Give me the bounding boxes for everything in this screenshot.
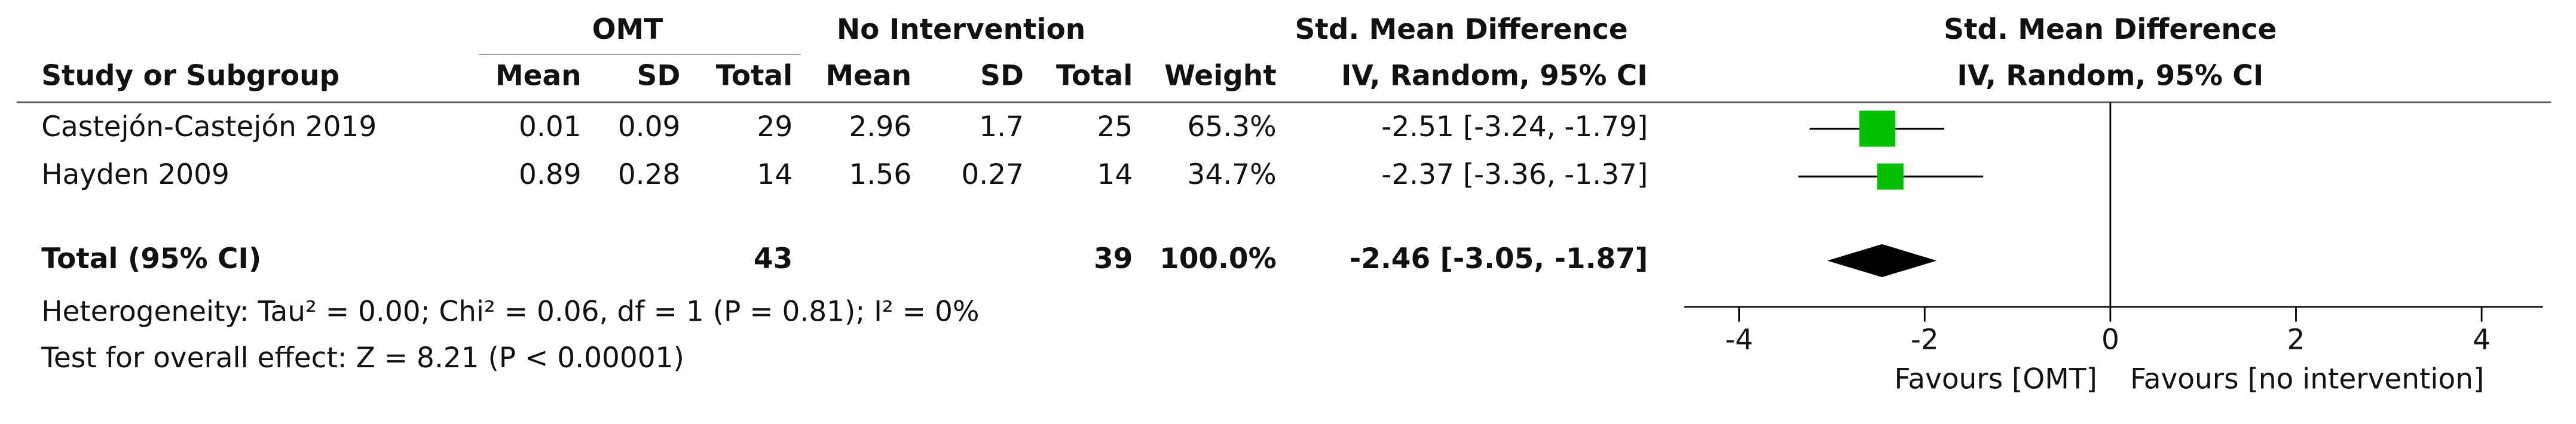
x-tick-label: 0: [2101, 323, 2119, 356]
column-header: IV, Random, 95% CI: [1341, 59, 1648, 92]
overall-effect: Test for overall effect: Z = 8.21 (P < 0…: [41, 342, 684, 374]
study-square: [1859, 110, 1896, 147]
study-name: Castejón-Castejón 2019: [41, 110, 377, 143]
total-ci-label: -2.46 [-3.05, -1.87]: [1350, 242, 1648, 275]
study-square: [1877, 163, 1904, 190]
group-header: No Intervention: [837, 13, 1085, 46]
x-tick-label: 4: [2473, 323, 2491, 356]
cell: 25: [1097, 110, 1133, 143]
favours-right: Favours [no intervention]: [2130, 363, 2484, 396]
cell: 0.09: [618, 110, 681, 143]
weight: 65.3%: [1187, 110, 1276, 143]
total-cell: 43: [754, 242, 793, 275]
cell: 14: [1097, 158, 1133, 191]
column-header: Weight: [1164, 59, 1277, 92]
favours-left: Favours [OMT]: [1895, 363, 2097, 396]
plot-header: Std. Mean Difference: [1944, 13, 2277, 46]
plot-header: IV, Random, 95% CI: [1957, 59, 2263, 92]
group-header: Std. Mean Difference: [1295, 13, 1628, 46]
cell: 1.56: [849, 158, 912, 191]
cell: 14: [757, 158, 793, 191]
weight: 34.7%: [1187, 158, 1276, 191]
column-header: SD: [980, 59, 1024, 92]
heterogeneity: Heterogeneity: Tau² = 0.00; Chi² = 0.06,…: [41, 295, 979, 328]
total-diamond: [1827, 244, 1937, 278]
total-name: Total (95% CI): [41, 242, 261, 275]
group-header: OMT: [592, 13, 663, 46]
cell: 1.7: [979, 110, 1024, 143]
x-tick-label: 2: [2287, 323, 2305, 356]
cell: 0.89: [519, 158, 582, 191]
cell: 2.96: [849, 110, 912, 143]
column-header: Total: [1056, 59, 1133, 92]
column-header: Mean: [495, 59, 582, 92]
x-tick-label: -4: [1725, 323, 1753, 356]
ci-label: -2.37 [-3.36, -1.37]: [1381, 158, 1648, 191]
cell: 0.27: [961, 158, 1024, 191]
column-header: Mean: [825, 59, 911, 92]
column-header: Total: [716, 59, 793, 92]
study-name: Hayden 2009: [41, 158, 230, 191]
total-weight: 100.0%: [1159, 242, 1277, 275]
ci-label: -2.51 [-3.24, -1.79]: [1381, 110, 1648, 143]
column-header: Study or Subgroup: [41, 59, 339, 92]
column-header: SD: [637, 59, 681, 92]
total-cell: 39: [1094, 242, 1133, 275]
x-tick-label: -2: [1911, 323, 1939, 356]
cell: 0.28: [618, 158, 681, 191]
cell: 0.01: [519, 110, 582, 143]
cell: 29: [757, 110, 793, 143]
